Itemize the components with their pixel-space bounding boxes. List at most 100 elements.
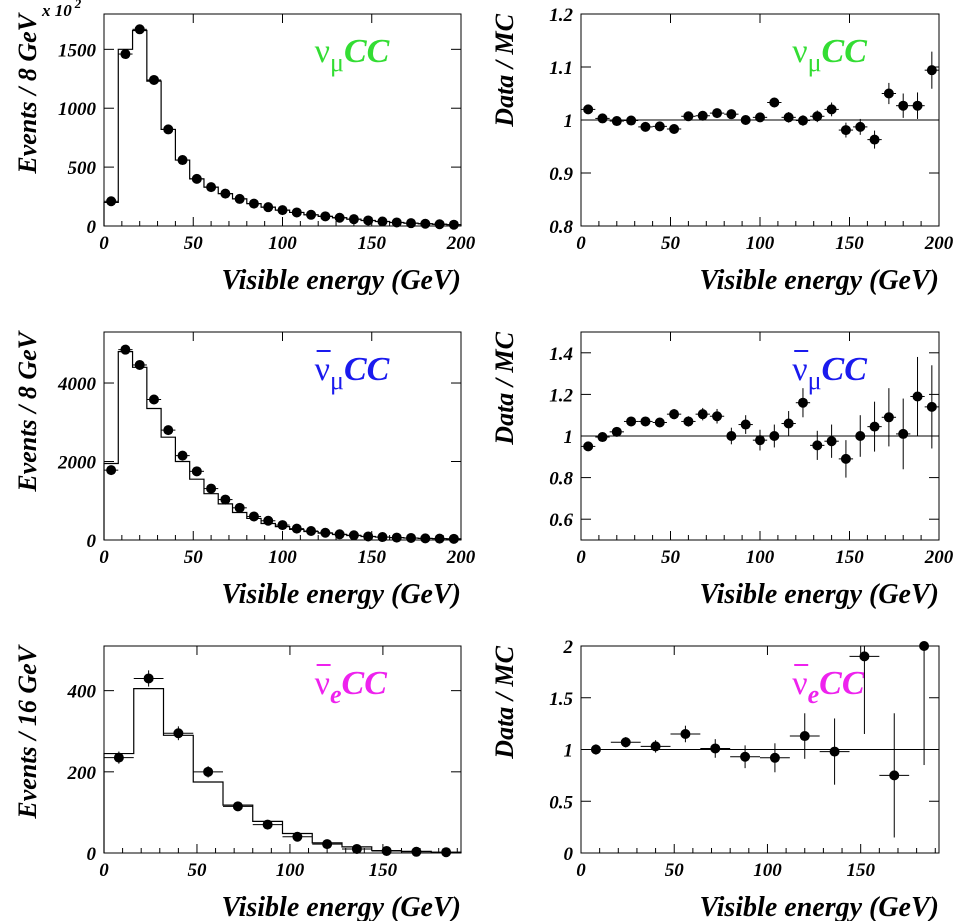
data-point	[434, 533, 445, 544]
ratio-point	[710, 743, 721, 754]
ratio-point	[712, 411, 723, 422]
ratio-point	[826, 104, 837, 115]
data-point	[263, 202, 274, 213]
ratio-point	[926, 65, 937, 76]
x-tick-label: 50	[661, 233, 681, 254]
data-point	[351, 843, 362, 854]
process-label: νeCC	[315, 665, 388, 709]
y-tick-label: 0	[87, 844, 97, 865]
data-point	[232, 801, 243, 812]
process-neutrino: ν	[315, 351, 330, 388]
data-point	[291, 207, 302, 218]
data-point	[334, 212, 345, 223]
data-point	[292, 831, 303, 842]
y-tick-label: 0.8	[549, 469, 573, 490]
data-point	[106, 465, 117, 476]
data-point	[106, 196, 117, 207]
process-flavour: μ	[808, 48, 822, 77]
ratio-point	[654, 121, 665, 132]
data-point	[406, 532, 417, 543]
ratio-point	[919, 641, 930, 651]
mc-histogram	[103, 29, 462, 226]
data-point	[203, 766, 214, 777]
ratio-point	[740, 419, 751, 430]
y-tick-label: 2000	[57, 453, 97, 474]
data-point	[177, 155, 188, 166]
y-tick-label: 0.6	[549, 510, 573, 531]
ratio-point	[812, 111, 823, 122]
process-cc: CC	[342, 665, 388, 702]
ratio-point	[755, 435, 765, 446]
process-label: νeCC	[792, 665, 865, 709]
ratio-point	[840, 125, 851, 136]
data-point	[173, 728, 184, 739]
ratio-point	[912, 391, 923, 402]
y-axis-label: Data / MC	[490, 645, 519, 759]
y-tick-label: 1.5	[549, 689, 573, 710]
y-tick-label: 0.9	[549, 164, 573, 185]
ratio-point	[669, 409, 680, 420]
x-tick-label: 0	[576, 860, 586, 881]
y-tick-label: 1.2	[549, 385, 573, 406]
x-tick-label: 100	[268, 547, 297, 568]
y-tick-label: 1.1	[549, 58, 573, 79]
x-tick-label: 0	[99, 233, 109, 254]
process-cc: CC	[822, 351, 868, 388]
data-point	[120, 344, 131, 355]
ratio-point	[783, 112, 794, 123]
y-scale-exponent: 2	[74, 0, 82, 11]
y-scale-base: x 10	[41, 1, 72, 20]
y-axis-label: Data / MC	[490, 331, 519, 445]
ratio-point	[799, 731, 810, 742]
ratio-point	[740, 115, 751, 125]
data-point	[177, 450, 188, 461]
ratio-point	[611, 116, 622, 127]
data-point	[143, 673, 154, 684]
y-tick-label: 4000	[57, 374, 97, 395]
ratio-point	[769, 97, 780, 108]
y-axis-label: Events / 16 GeV	[13, 643, 42, 819]
x-tick-label: 200	[446, 233, 476, 254]
data-point	[441, 847, 452, 858]
data-point	[420, 218, 431, 229]
y-tick-label: 1.2	[549, 5, 573, 26]
ratio-point	[926, 401, 937, 412]
data-point	[363, 531, 374, 542]
data-point	[448, 219, 459, 230]
process-neutrino: ν	[792, 351, 807, 388]
x-tick-label: 150	[846, 860, 875, 881]
x-axis-label: Visible energy (GeV)	[699, 265, 939, 296]
data-point	[391, 217, 402, 228]
ratio-point	[650, 741, 661, 752]
x-tick-label: 150	[835, 233, 864, 254]
ratio-point	[697, 110, 708, 121]
x-tick-label: 100	[268, 233, 297, 254]
data-point	[148, 394, 159, 405]
data-point	[381, 845, 392, 856]
data-point	[248, 511, 259, 522]
x-tick-label: 50	[184, 547, 204, 568]
ratio-point	[869, 134, 880, 145]
data-point	[348, 530, 359, 541]
x-axis-label: Visible energy (GeV)	[221, 265, 461, 296]
data-point	[377, 216, 388, 227]
y-tick-label: 1	[564, 427, 574, 448]
data-point	[320, 527, 331, 538]
ratio-point	[797, 115, 808, 126]
x-tick-label: 100	[746, 547, 775, 568]
y-tick-label: 0	[87, 531, 97, 552]
data-point	[163, 124, 174, 135]
x-tick-label: 200	[924, 233, 954, 254]
y-tick-label: 200	[67, 763, 97, 784]
data-point	[291, 523, 302, 534]
ratio-point	[898, 428, 909, 439]
ratio-point	[712, 108, 723, 119]
panel-numu-events: 0 50 100 150 200 0 500 1000 1500 Visible energy (…	[13, 0, 476, 296]
plot-frame	[103, 331, 462, 541]
x-axis-label: Visible energy (GeV)	[699, 892, 939, 921]
ratio-point	[726, 431, 737, 441]
y-tick-label: 2	[563, 637, 574, 658]
x-axis-label: Visible energy (GeV)	[221, 579, 461, 610]
ratio-point	[683, 111, 694, 122]
